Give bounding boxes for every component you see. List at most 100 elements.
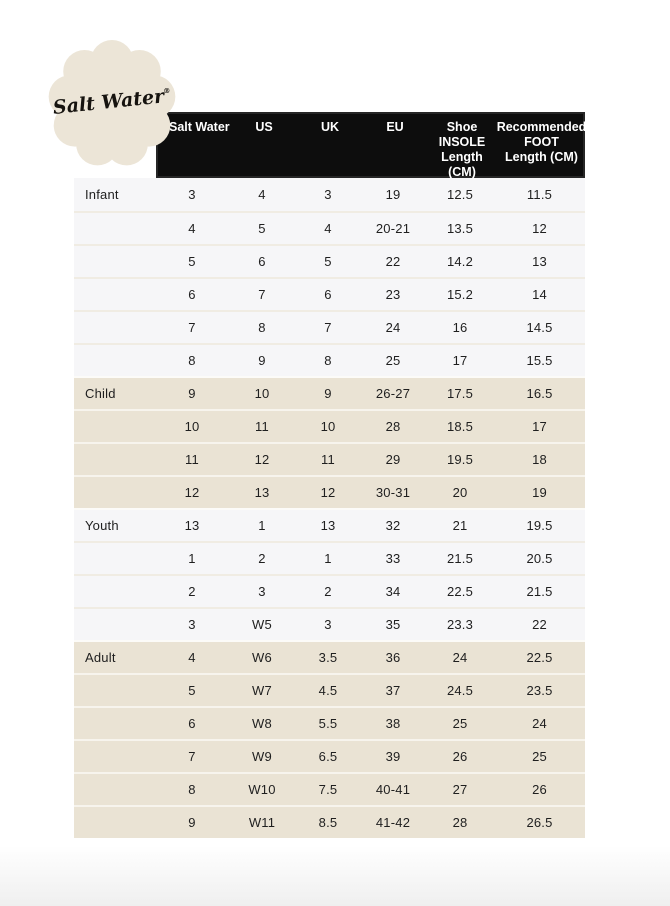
cell-insole-length: 24 xyxy=(452,650,468,665)
cell-saltwater-size: 11 xyxy=(185,452,199,467)
cell-uk-size: 5.5 xyxy=(318,716,338,731)
cell-us-size: 13 xyxy=(254,485,270,500)
cell-uk-size: 3 xyxy=(324,187,332,202)
cell-insole-length: 16 xyxy=(452,320,468,335)
cell-saltwater-size: 2 xyxy=(188,584,196,599)
cell-uk-size: 12 xyxy=(320,485,336,500)
cell-uk-size: 6 xyxy=(324,287,332,302)
cell-uk-size: 3.5 xyxy=(318,650,338,665)
cell-us-size: 4 xyxy=(258,187,266,202)
cell-us-size: 1 xyxy=(258,518,266,533)
cell-foot-length: 19 xyxy=(532,485,547,500)
cell-saltwater-size: 8 xyxy=(188,353,196,368)
cell-foot-length: 14.5 xyxy=(526,320,553,335)
cell-foot-length: 13 xyxy=(532,254,547,269)
cell-category: Youth xyxy=(85,518,119,533)
cell-saltwater-size: 9 xyxy=(188,815,196,830)
table-row: 10 11 10 28 18.5 17 xyxy=(74,409,585,442)
table-row: 6 7 6 23 15.2 14 xyxy=(74,277,585,310)
column-header-uk: UK xyxy=(320,120,340,134)
cell-eu-size: 26-27 xyxy=(375,386,411,401)
scallop-flower-icon xyxy=(48,40,176,166)
cell-eu-size: 36 xyxy=(385,650,401,665)
cell-uk-size: 4.5 xyxy=(318,683,338,698)
cell-saltwater-size: 4 xyxy=(188,221,196,236)
table-row: Youth 13 1 13 32 21 19.5 xyxy=(74,508,585,541)
cell-us-size: 6 xyxy=(258,254,266,269)
table-header-row: Salt Water US UK EU Shoe INSOLE Length (… xyxy=(156,112,587,179)
cell-uk-size: 8 xyxy=(324,353,332,368)
cell-us-size: 7 xyxy=(258,287,266,302)
table-row: Adult 4 W6 3.5 36 24 22.5 xyxy=(74,640,585,673)
table-row: 8 9 8 25 17 15.5 xyxy=(74,343,585,376)
cell-insole-length: 21.5 xyxy=(446,551,474,566)
table-body: Infant 3 4 3 19 12.5 11.5 4 5 4 20-21 13… xyxy=(74,178,585,838)
cell-uk-size: 10 xyxy=(320,419,336,434)
cell-us-size: 12 xyxy=(254,452,270,467)
cell-saltwater-size: 10 xyxy=(184,419,200,434)
cell-saltwater-size: 4 xyxy=(188,650,196,665)
table-row: Child 9 10 9 26-27 17.5 16.5 xyxy=(74,376,585,409)
cell-eu-size: 32 xyxy=(385,518,401,533)
cell-foot-length: 26 xyxy=(532,782,547,797)
cell-saltwater-size: 6 xyxy=(188,716,196,731)
cell-us-size: W8 xyxy=(252,716,272,731)
cell-uk-size: 11 xyxy=(321,452,335,467)
size-chart-table: Salt Water US UK EU Shoe INSOLE Length (… xyxy=(74,112,587,838)
column-header-insole-length: Shoe INSOLE Length (CM) xyxy=(438,120,486,179)
cell-insole-length: 21 xyxy=(452,518,468,533)
column-header-foot-length: Recommended FOOT Length (CM) xyxy=(496,120,587,164)
cell-insole-length: 18.5 xyxy=(446,419,474,434)
cell-us-size: 9 xyxy=(258,353,266,368)
table-row: 7 8 7 24 16 14.5 xyxy=(74,310,585,343)
cell-uk-size: 1 xyxy=(324,551,332,566)
cell-insole-length: 23.3 xyxy=(446,617,474,632)
cell-eu-size: 38 xyxy=(385,716,401,731)
cell-uk-size: 5 xyxy=(324,254,332,269)
cell-uk-size: 2 xyxy=(324,584,332,599)
cell-category: Infant xyxy=(85,187,119,202)
cell-us-size: W11 xyxy=(248,815,276,830)
cell-uk-size: 7.5 xyxy=(318,782,338,797)
cell-insole-length: 22.5 xyxy=(446,584,474,599)
registered-mark: ® xyxy=(162,85,171,96)
cell-insole-length: 17.5 xyxy=(446,386,474,401)
cell-us-size: 5 xyxy=(258,221,266,236)
cell-foot-length: 19.5 xyxy=(526,518,553,533)
cell-eu-size: 25 xyxy=(385,353,401,368)
cell-uk-size: 4 xyxy=(324,221,332,236)
table-row: 5 6 5 22 14.2 13 xyxy=(74,244,585,277)
cell-foot-length: 18 xyxy=(532,452,547,467)
cell-insole-length: 27 xyxy=(452,782,468,797)
cell-uk-size: 8.5 xyxy=(318,815,338,830)
cell-uk-size: 13 xyxy=(320,518,336,533)
cell-eu-size: 40-41 xyxy=(375,782,411,797)
cell-insole-length: 24.5 xyxy=(446,683,474,698)
cell-saltwater-size: 1 xyxy=(188,551,196,566)
cell-saltwater-size: 6 xyxy=(188,287,196,302)
cell-foot-length: 24 xyxy=(532,716,547,731)
cell-foot-length: 16.5 xyxy=(526,386,553,401)
cell-foot-length: 17 xyxy=(532,419,547,434)
cell-us-size: W10 xyxy=(248,782,276,797)
cell-foot-length: 15.5 xyxy=(526,353,553,368)
cell-saltwater-size: 5 xyxy=(188,683,196,698)
brand-logo: Salt Water® xyxy=(47,40,177,168)
cell-insole-length: 15.2 xyxy=(446,287,474,302)
cell-us-size: W7 xyxy=(252,683,272,698)
cell-saltwater-size: 9 xyxy=(188,386,196,401)
cell-us-size: 2 xyxy=(258,551,266,566)
cell-foot-length: 12 xyxy=(532,221,547,236)
cell-eu-size: 30-31 xyxy=(375,485,411,500)
cell-saltwater-size: 12 xyxy=(184,485,200,500)
cell-uk-size: 3 xyxy=(324,617,332,632)
cell-foot-length: 11.5 xyxy=(526,187,553,202)
cell-us-size: 10 xyxy=(254,386,270,401)
column-header-us: US xyxy=(255,120,273,134)
cell-insole-length: 14.2 xyxy=(446,254,474,269)
table-row: 3 W5 3 35 23.3 22 xyxy=(74,607,585,640)
table-row: 1 2 1 33 21.5 20.5 xyxy=(74,541,585,574)
cell-saltwater-size: 5 xyxy=(188,254,196,269)
table-row: 8 W10 7.5 40-41 27 26 xyxy=(74,772,585,805)
cell-us-size: W6 xyxy=(252,650,272,665)
